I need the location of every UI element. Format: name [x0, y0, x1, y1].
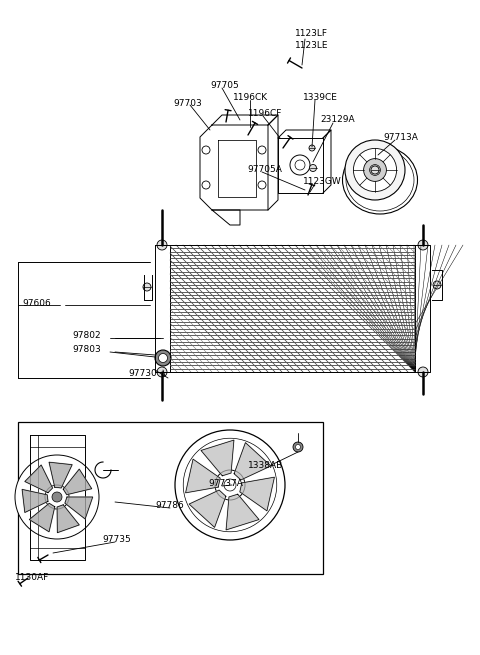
Circle shape — [353, 149, 396, 192]
Circle shape — [345, 140, 405, 200]
Polygon shape — [57, 505, 79, 533]
Text: 1196CF: 1196CF — [248, 109, 282, 117]
Polygon shape — [49, 462, 72, 488]
Circle shape — [158, 354, 168, 362]
Circle shape — [215, 470, 245, 500]
Circle shape — [52, 492, 62, 502]
Circle shape — [157, 240, 167, 250]
Text: 97730: 97730 — [128, 369, 157, 379]
Text: 1338AB: 1338AB — [248, 462, 283, 470]
Circle shape — [310, 164, 316, 172]
Bar — [18, 422, 323, 574]
Text: 97705: 97705 — [210, 81, 239, 90]
Circle shape — [45, 485, 69, 509]
Circle shape — [143, 283, 151, 291]
Circle shape — [15, 455, 99, 539]
Polygon shape — [22, 489, 48, 512]
Circle shape — [155, 350, 171, 366]
Circle shape — [418, 240, 428, 250]
Circle shape — [309, 145, 315, 151]
Polygon shape — [234, 443, 271, 480]
Text: 97802: 97802 — [72, 331, 101, 341]
Circle shape — [364, 159, 386, 181]
Text: 1123LE: 1123LE — [295, 41, 328, 50]
Text: 97705A: 97705A — [247, 166, 282, 174]
Circle shape — [296, 445, 300, 449]
Text: 23129A: 23129A — [320, 115, 355, 124]
Polygon shape — [29, 503, 55, 532]
Text: 97606: 97606 — [22, 299, 51, 307]
Polygon shape — [25, 465, 53, 493]
Polygon shape — [189, 490, 226, 527]
Text: 97735: 97735 — [102, 536, 131, 544]
Polygon shape — [201, 440, 234, 476]
Text: 1130AF: 1130AF — [15, 574, 49, 582]
Circle shape — [418, 367, 428, 377]
Text: 1339CE: 1339CE — [303, 94, 338, 102]
Text: 1123GW: 1123GW — [303, 178, 342, 187]
Polygon shape — [63, 469, 92, 495]
Circle shape — [371, 166, 379, 174]
Circle shape — [293, 442, 303, 452]
Text: 1196CK: 1196CK — [233, 94, 268, 102]
Text: 1123LF: 1123LF — [295, 29, 328, 37]
Polygon shape — [170, 245, 415, 372]
Text: 97786: 97786 — [155, 502, 184, 510]
Text: 97713A: 97713A — [383, 134, 418, 143]
Polygon shape — [65, 497, 93, 519]
Text: 97703: 97703 — [173, 98, 202, 107]
Polygon shape — [226, 494, 259, 530]
Polygon shape — [240, 477, 275, 511]
Text: 97737A: 97737A — [208, 479, 243, 489]
Circle shape — [433, 281, 441, 289]
Polygon shape — [186, 459, 220, 493]
Text: 97803: 97803 — [72, 345, 101, 354]
Circle shape — [157, 367, 167, 377]
